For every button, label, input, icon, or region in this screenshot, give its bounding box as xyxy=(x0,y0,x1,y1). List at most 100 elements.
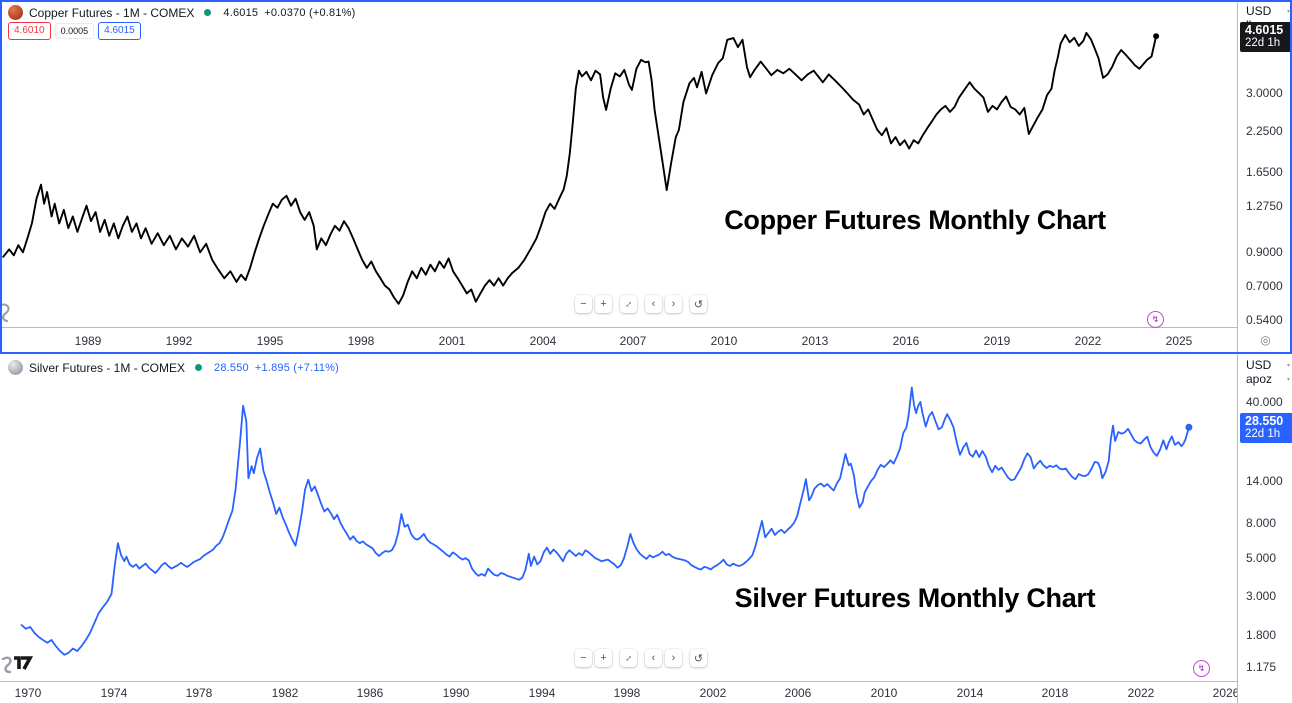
time-tick-label: 1994 xyxy=(528,686,556,700)
price-tick-label: 8.000 xyxy=(1246,516,1277,530)
zoom-out-icon: − xyxy=(580,652,587,664)
currency-label: USD xyxy=(1246,358,1272,372)
copper-legend: Copper Futures - 1M - COMEX 4.6015 +0.03… xyxy=(8,5,356,20)
chevron-down-icon: ▾ xyxy=(1286,8,1290,15)
copper-time-axis[interactable]: 1989 1992 1995 1998 2001 2004 2007 2010 2013 2016… xyxy=(0,327,1237,353)
scroll-right-button[interactable]: › xyxy=(665,295,682,313)
currency-unit-selector[interactable]: USD ▾ xyxy=(1246,4,1290,18)
time-tick-label: 2001 xyxy=(438,333,466,348)
scroll-left-icon: ‹ xyxy=(651,652,656,664)
silver-price-axis[interactable]: USD ▾ apoz ▾ 28.550 22d 1h 40.000 14.000 8… xyxy=(1237,354,1292,703)
scroll-left-button[interactable]: ‹ xyxy=(645,649,662,667)
time-tick-label: 1998 xyxy=(347,333,375,348)
price-tick-label: 0.5400 xyxy=(1246,313,1283,327)
boost-lightning-icon[interactable]: ↯ xyxy=(1147,311,1164,328)
zoom-out-button[interactable]: − xyxy=(575,649,592,667)
time-tick-label: 2010 xyxy=(710,333,738,348)
time-tick-label: 1992 xyxy=(165,333,193,348)
time-tick-label: 2025 xyxy=(1165,333,1193,348)
price-tick-label: 1.175 xyxy=(1246,660,1277,674)
time-tick-label: 2004 xyxy=(529,333,557,348)
bid-button[interactable]: 4.6010 xyxy=(8,22,51,40)
reset-chart-button[interactable]: ↺ xyxy=(690,649,707,667)
time-tick-label: 2018 xyxy=(1041,686,1069,700)
silver-legend: Silver Futures - 1M - COMEX 28.550 +1.89… xyxy=(8,360,339,375)
pane-copper: Copper Futures - 1M - COMEX 4.6015 +0.03… xyxy=(0,0,1292,354)
zoom-in-button[interactable]: + xyxy=(595,295,612,313)
price-tick-label: 1.800 xyxy=(1246,628,1277,642)
silver-mini-toolbar: − + ↕ ‹ › ↺ xyxy=(575,649,710,667)
copper-price-badge: 4.6015 22d 1h xyxy=(1240,22,1292,52)
price-tick-label: 3.000 xyxy=(1246,589,1277,603)
time-tick-label: 2010 xyxy=(870,686,898,700)
time-tick-label: 1990 xyxy=(442,686,470,700)
reset-chart-icon: ↺ xyxy=(693,652,704,665)
zoom-in-button[interactable]: + xyxy=(595,649,612,667)
zoom-out-button[interactable]: − xyxy=(575,295,592,313)
silver-change: +1.895 (+7.11%) xyxy=(254,361,340,374)
time-tick-label: 2022 xyxy=(1074,333,1102,348)
price-tick-label: 2.2500 xyxy=(1246,124,1283,138)
scroll-left-button[interactable]: ‹ xyxy=(645,295,662,313)
measure-unit-selector[interactable]: apoz ▾ xyxy=(1246,372,1290,386)
price-tick-label: 1.2750 xyxy=(1246,199,1283,213)
price-tick-label: 0.7000 xyxy=(1246,279,1283,293)
reset-chart-icon: ↺ xyxy=(693,298,704,311)
tradingview-watermark-partial[interactable] xyxy=(0,301,14,323)
scroll-left-icon: ‹ xyxy=(651,298,656,310)
time-tick-label: 1995 xyxy=(256,333,284,348)
copper-change: +0.0370 (+0.81%) xyxy=(264,6,356,19)
silver-last-price: 28.550 xyxy=(214,361,249,374)
reset-scale-button[interactable]: ↕ xyxy=(620,649,637,667)
time-tick-label: 2002 xyxy=(699,686,727,700)
time-tick-label: 1998 xyxy=(613,686,641,700)
silver-symbol-logo-icon xyxy=(8,360,23,375)
badge-price: 28.550 xyxy=(1245,414,1284,428)
time-tick-label: 1974 xyxy=(100,686,128,700)
price-tick-label: 40.000 xyxy=(1246,395,1283,409)
time-tick-label: 2016 xyxy=(892,333,920,348)
chevron-down-icon: ▾ xyxy=(1286,362,1290,369)
price-line-silver xyxy=(20,386,1190,656)
badge-countdown: 22d 1h xyxy=(1245,37,1281,49)
copper-mini-toolbar: − + ↕ ‹ › ↺ xyxy=(575,295,710,313)
market-open-dot-icon xyxy=(195,364,203,371)
pane-silver: Silver Futures - 1M - COMEX 28.550 +1.89… xyxy=(0,354,1292,703)
silver-chart-canvas[interactable] xyxy=(0,354,1237,681)
time-tick-label: 2014 xyxy=(956,686,984,700)
ask-button[interactable]: 4.6015 xyxy=(98,22,141,40)
time-tick-label: 1982 xyxy=(271,686,299,700)
copper-bid-ask-widget: 4.6010 0.0005 4.6015 xyxy=(8,22,141,40)
chevron-down-icon: ▾ xyxy=(1286,376,1290,383)
scroll-right-icon: › xyxy=(671,652,676,664)
price-tick-label: 5.000 xyxy=(1246,551,1277,565)
badge-price: 4.6015 xyxy=(1245,23,1284,37)
time-tick-label: 1970 xyxy=(14,686,42,700)
price-tick-label: 3.0000 xyxy=(1246,86,1283,100)
copper-price-axis[interactable]: USD ▾ lb ▾ 4.6015 22d 1h 3.00002.25001.6… xyxy=(1237,0,1292,352)
silver-symbol-name[interactable]: Silver Futures - 1M - COMEX xyxy=(29,360,186,375)
copper-symbol-name[interactable]: Copper Futures - 1M - COMEX xyxy=(29,5,195,20)
copper-symbol-logo-icon xyxy=(8,5,23,20)
last-price-dot xyxy=(1185,423,1193,431)
scroll-right-button[interactable]: › xyxy=(665,649,682,667)
zoom-out-icon: − xyxy=(580,298,587,310)
copper-chart-canvas[interactable] xyxy=(0,0,1237,327)
currency-label: USD xyxy=(1246,4,1272,18)
axis-target-icon[interactable]: ◎ xyxy=(1237,327,1292,352)
time-tick-label: 2013 xyxy=(801,333,829,348)
copper-title-annotation: Copper Futures Monthly Chart xyxy=(724,205,1106,235)
zoom-in-icon: + xyxy=(600,652,607,664)
tradingview-logo[interactable] xyxy=(1,649,35,675)
silver-time-axis[interactable]: 1970 1974 1978 1982 1986 1990 1994 1998 2002 2006… xyxy=(0,681,1237,703)
time-tick-label: 2007 xyxy=(619,333,647,348)
currency-unit-selector[interactable]: USD ▾ xyxy=(1246,358,1290,372)
boost-lightning-icon[interactable]: ↯ xyxy=(1193,660,1210,677)
reset-scale-button[interactable]: ↕ xyxy=(620,295,637,313)
badge-countdown: 22d 1h xyxy=(1245,428,1281,440)
price-tick-label: 1.6500 xyxy=(1246,165,1283,179)
time-tick-label: 2026 xyxy=(1212,686,1237,700)
reset-chart-button[interactable]: ↺ xyxy=(690,295,707,313)
reset-scale-icon: ↕ xyxy=(622,298,635,310)
